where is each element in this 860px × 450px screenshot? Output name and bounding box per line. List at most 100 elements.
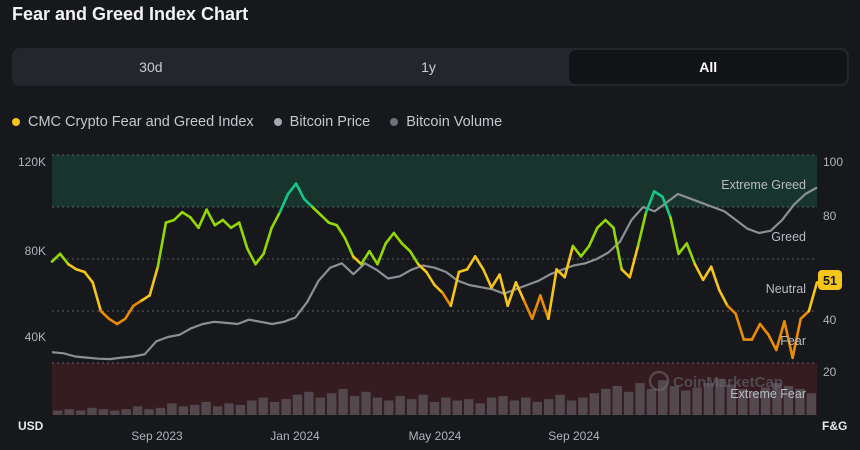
x-tick-jan-2024: Jan 2024 xyxy=(270,429,320,443)
x-tick-sep-2023: Sep 2023 xyxy=(131,429,183,443)
fear-greed-line-segment xyxy=(262,226,274,256)
volume-bar xyxy=(87,407,97,416)
fear-greed-line-segment xyxy=(205,208,217,227)
fear-greed-line-segment xyxy=(490,273,501,289)
fear-greed-line-segment xyxy=(604,218,615,230)
fear-greed-line-segment xyxy=(197,208,208,230)
volume-bar xyxy=(658,380,668,415)
volume-bar xyxy=(498,396,508,415)
fear-greed-line-segment xyxy=(237,221,249,250)
fear-greed-line-segment xyxy=(587,226,599,248)
fear-greed-line-segment xyxy=(685,242,697,266)
fear-greed-line-segment xyxy=(132,299,143,308)
volume-bar xyxy=(738,388,748,415)
current-value-text: 51 xyxy=(823,274,837,288)
fear-greed-line-segment xyxy=(595,218,607,230)
fear-greed-line-segment xyxy=(807,281,819,313)
fear-greed-line-segment xyxy=(343,236,355,258)
fear-greed-line-segment xyxy=(408,249,420,266)
right-tick-80: 80 xyxy=(823,209,837,223)
fear-greed-line-segment xyxy=(709,265,721,292)
volume-bar xyxy=(795,388,805,415)
legend-item-bitcoin-price[interactable]: Bitcoin Price xyxy=(273,114,370,130)
volume-bar xyxy=(75,410,86,415)
fear-greed-line-segment xyxy=(99,309,111,321)
volume-bar xyxy=(361,391,371,415)
fear-greed-line-segment xyxy=(286,182,298,196)
volume-bar xyxy=(247,400,257,415)
volume-bar xyxy=(338,388,348,415)
legend-item-fear-greed[interactable]: CMC Crypto Fear and Greed Index xyxy=(12,114,254,130)
fear-greed-line-segment xyxy=(783,320,794,360)
right-tick-40: 40 xyxy=(823,313,837,327)
volume-bar xyxy=(509,400,520,415)
fear-greed-line-segment xyxy=(774,320,786,352)
fear-greed-line-segment xyxy=(67,262,78,271)
fear-greed-line-segment xyxy=(726,304,737,315)
volume-bar xyxy=(407,399,417,415)
volume-bar xyxy=(623,391,634,415)
current-value-badge: 51 xyxy=(818,270,842,290)
volume-bar xyxy=(486,397,497,415)
volume-bar xyxy=(715,378,725,416)
volume-bar xyxy=(292,394,303,415)
fear-greed-line-segment xyxy=(628,244,640,279)
coinmarketcap-watermark: CoinMarketCap xyxy=(648,370,783,392)
fear-greed-line-segment xyxy=(327,221,339,227)
volume-bar xyxy=(281,399,291,415)
tab-30d[interactable]: 30d xyxy=(139,59,163,75)
volume-bar xyxy=(258,397,268,415)
legend-dot-bitcoin-price xyxy=(273,118,282,126)
right-tick-20: 20 xyxy=(823,365,837,379)
fear-greed-line-segment xyxy=(189,216,200,230)
fear-greed-line-segment xyxy=(172,210,184,222)
volume-bar xyxy=(441,397,451,415)
fear-greed-line-segment xyxy=(652,190,664,198)
fear-greed-line-segment xyxy=(571,244,583,258)
fear-greed-line-segment xyxy=(473,255,485,271)
volume-bar xyxy=(178,406,188,415)
fear-greed-line-segment xyxy=(677,242,689,256)
zone-label-extreme-fear: Extreme Fear xyxy=(730,387,806,401)
tab-all[interactable]: All xyxy=(569,50,848,84)
volume-bar xyxy=(418,394,428,415)
fear-greed-line-segment xyxy=(148,265,160,297)
volume-bar xyxy=(452,400,462,415)
fear-greed-line-segment xyxy=(514,281,526,302)
fear-greed-line-segment xyxy=(766,333,778,352)
volume-bar xyxy=(64,409,74,415)
fear-greed-line-segment xyxy=(555,268,567,279)
coinmarketcap-logo-icon xyxy=(648,370,670,392)
watermark-text: CoinMarketCap xyxy=(673,374,783,391)
volume-bar xyxy=(555,394,565,415)
fear-greed-line-segment xyxy=(799,309,811,321)
volume-bar xyxy=(190,404,200,416)
fear-greed-line-segment xyxy=(416,262,428,274)
fear-greed-line-segment xyxy=(636,210,648,248)
volume-bar xyxy=(703,383,714,415)
zone-label-extreme-greed: Extreme Greed xyxy=(721,178,806,192)
fear-greed-line-segment xyxy=(254,252,265,266)
fear-greed-line-segment xyxy=(270,210,282,230)
fear-greed-line-segment xyxy=(368,249,379,266)
volume-bar xyxy=(372,397,383,415)
left-axis-label: USD xyxy=(18,419,44,433)
volume-bar xyxy=(783,386,794,415)
volume-bar xyxy=(235,404,246,416)
fear-greed-line-segment xyxy=(425,270,436,287)
volume-bar xyxy=(224,403,234,415)
volume-bar xyxy=(384,400,394,415)
right-axis-label: F&G xyxy=(822,419,847,433)
fear-greed-line-segment xyxy=(400,242,412,253)
fear-greed-line-segment xyxy=(693,262,705,282)
fear-greed-line-segment xyxy=(75,268,86,274)
tab-1y[interactable]: 1y xyxy=(421,59,436,75)
fear-greed-line-segment xyxy=(180,210,192,219)
fear-greed-line-segment xyxy=(107,317,119,326)
legend-item-bitcoin-volume[interactable]: Bitcoin Volume xyxy=(390,114,502,130)
volume-bar xyxy=(601,388,611,415)
x-tick-sep-2024: Sep 2024 xyxy=(548,429,600,443)
fear-greed-line-segment xyxy=(791,317,803,360)
fear-greed-line-segment xyxy=(311,205,322,217)
